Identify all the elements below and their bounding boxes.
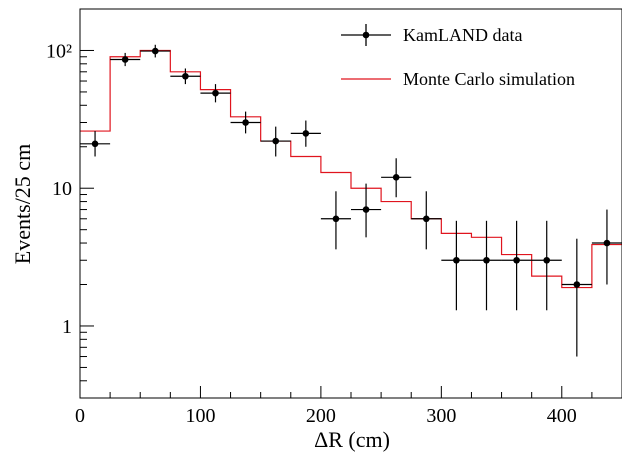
legend: KamLAND data Monte Carlo simulation [341, 24, 575, 89]
x-tick-label: 300 [426, 405, 456, 427]
data-point-16 [531, 220, 562, 311]
data-point-marker [302, 130, 310, 137]
data-point-15 [501, 220, 532, 311]
data-point-marker [182, 72, 189, 80]
x-tick-label: 200 [306, 405, 336, 427]
mc-histogram-line [80, 49, 622, 289]
data-point-3 [140, 44, 171, 58]
monte-carlo-layer [80, 49, 622, 289]
data-point-7 [260, 126, 291, 157]
data-point-18 [591, 209, 622, 285]
data-point-marker [212, 89, 219, 97]
y-tick-label: 1 [62, 316, 72, 338]
data-point-marker [392, 174, 400, 181]
data-point-13 [441, 220, 472, 311]
axes-layer: 0 100 200 300 400 1 10 10² [46, 8, 622, 427]
data-point-17 [561, 238, 592, 357]
x-tick-label: 0 [75, 405, 85, 427]
data-point-10 [351, 183, 382, 238]
legend-label-data: KamLAND data [403, 25, 522, 45]
data-point-marker [483, 256, 490, 264]
legend-label-mc: Monte Carlo simulation [403, 69, 575, 89]
x-axis-label: ΔR (cm) [314, 427, 390, 452]
data-point-marker [242, 119, 249, 126]
y-axis-label: Events/25 cm [10, 144, 35, 264]
data-point-9 [320, 191, 351, 250]
data-point-1 [80, 131, 111, 157]
data-points-layer [80, 44, 622, 357]
data-point-marker [272, 137, 280, 145]
data-point-marker [603, 239, 611, 247]
legend-data-marker [362, 31, 370, 39]
data-point-14 [471, 220, 502, 311]
data-point-11 [381, 158, 412, 198]
data-point-marker [453, 256, 460, 264]
y-tick-label: 10² [46, 40, 72, 62]
data-point-2 [110, 52, 141, 67]
data-point-marker [332, 215, 340, 223]
data-point-5 [200, 84, 231, 103]
data-point-marker [543, 256, 551, 264]
data-point-marker [362, 206, 370, 213]
x-tick-label: 100 [185, 405, 215, 427]
data-point-marker [422, 215, 430, 223]
data-point-8 [290, 120, 321, 147]
data-point-6 [230, 111, 261, 134]
data-point-4 [170, 68, 201, 85]
data-point-marker [573, 281, 581, 288]
data-point-marker [91, 140, 99, 148]
data-point-marker [121, 56, 129, 63]
x-tick-label: 400 [547, 405, 577, 427]
data-point-marker [513, 256, 520, 264]
data-point-12 [411, 191, 442, 250]
data-point-marker [151, 47, 159, 55]
y-tick-label: 10 [52, 178, 72, 200]
